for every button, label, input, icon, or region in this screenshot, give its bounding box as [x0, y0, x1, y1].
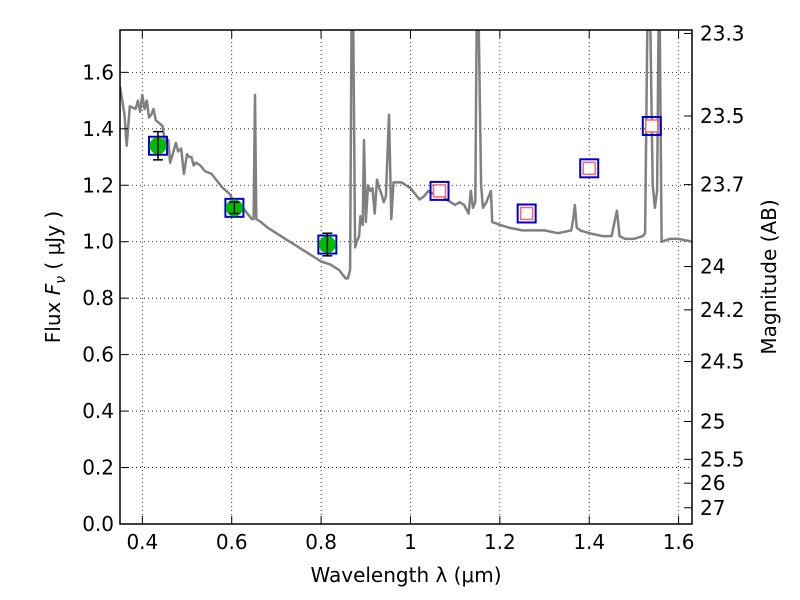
y-axis-label: Flux Fν ( μJy ) [41, 211, 69, 343]
model-bandpass-square [641, 115, 662, 136]
tick-marks [120, 30, 692, 525]
y-tick-label: 0.2 [82, 456, 114, 480]
y-tick-label: 0.8 [82, 286, 114, 310]
x-tick-label: 0.8 [305, 530, 337, 554]
y2-tick-label: 24 [700, 255, 725, 279]
y2-tick-label: 24.5 [700, 350, 745, 374]
series-clipped [120, 30, 692, 280]
y2-tick-label: 27 [700, 496, 725, 520]
x-tick-label: 0.4 [126, 530, 158, 554]
model-bandpass-square [429, 180, 450, 201]
model-sed-line [120, 30, 692, 280]
model-bandpass-square [579, 158, 600, 179]
y2-tick-label: 23.5 [700, 104, 745, 128]
y-tick-label: 1.4 [82, 117, 114, 141]
model-bandpass-square [516, 203, 537, 224]
y2-tick-label: 26 [700, 471, 725, 495]
x-axis-label: Wavelength λ (μm) [310, 563, 501, 587]
y-axis-label-unit: ( μJy ) [41, 211, 65, 276]
predicted-flux-square [432, 184, 447, 198]
y-axis-label-var: F [41, 283, 65, 295]
y2-axis-label: Magnitude (AB) [757, 199, 781, 354]
x-tick-label: 1.6 [663, 530, 695, 554]
x-tick-label: 1.2 [484, 530, 516, 554]
y2-tick-label: 23.3 [700, 21, 745, 45]
y2-tick-label: 25.5 [700, 447, 745, 471]
y2-tick-label: 24.2 [700, 298, 745, 322]
series-layer [120, 30, 692, 280]
predicted-flux-square [582, 161, 596, 176]
predicted-flux-square [519, 206, 534, 221]
y2-tick-label: 23.7 [700, 173, 745, 197]
predicted-flux-square [645, 119, 659, 133]
y-tick-label: 1.2 [82, 173, 114, 197]
model-bandpass-square [224, 197, 245, 218]
y-tick-label: 1.0 [82, 230, 114, 254]
y2-tick-label: 25 [700, 410, 725, 434]
x-tick-label: 1 [404, 530, 417, 554]
tick-labels: 0.4 0.6 0.8 1 1.2 1.4 1.6 0.0 0.2 0.4 0.6 0.8 1.0 1.2… [82, 21, 744, 554]
y-tick-label: 0.0 [82, 512, 114, 536]
x-tick-label: 1.4 [573, 530, 605, 554]
y-tick-label: 1.6 [82, 60, 114, 84]
y-tick-label: 0.4 [82, 399, 114, 423]
y-axis-label-prefix: Flux [41, 295, 65, 343]
x-tick-label: 0.6 [216, 530, 248, 554]
y-axis-label-sub: ν [53, 276, 69, 284]
grid-lines [120, 30, 692, 525]
y-tick-label: 0.6 [82, 343, 114, 367]
plot-frame [119, 29, 693, 525]
